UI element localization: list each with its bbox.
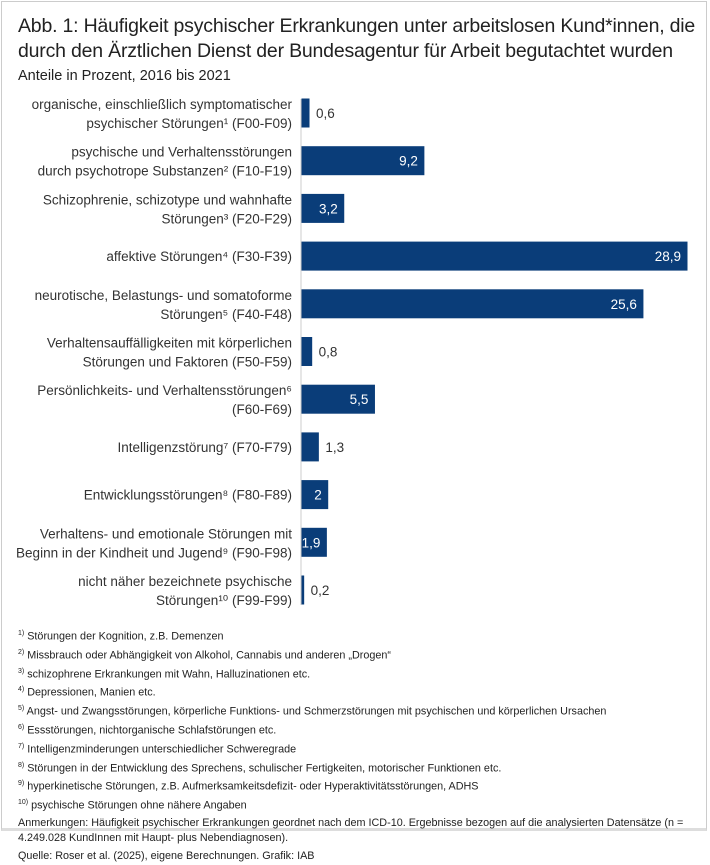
footnote: 10) psychische Störungen ohne nähere Ang… [18,795,703,814]
footnote: 9) hyperkinetische Störungen, z.B. Aufme… [18,776,703,795]
category-label: Störungen¹⁰ (F99-F99) [156,593,292,608]
value-label: 0,2 [311,583,330,598]
footnote-text: Angst- und Zwangsstörungen, körperliche … [26,705,607,718]
footnote-text: Störungen der Kognition, z.B. Demenzen [27,630,224,643]
bar [301,98,310,128]
footnote-text: schizophrene Erkrankungen mit Wahn, Hall… [27,668,311,681]
category-label: Störungen und Faktoren (F50-F59) [83,355,292,370]
category-label: Schizophrenie, schizotype und wahnhafte [43,192,292,207]
value-label: 1,9 [302,535,321,550]
bar-chart: 0,6 organische, einschließlich symptomati… [16,97,688,608]
bar [301,337,313,366]
bar [301,384,375,414]
source: Quelle: Roser et al. (2025), eigene Bere… [18,850,315,863]
category-label: Störungen³ (F20-F29) [161,211,292,226]
category-label: Störungen⁵ (F40-F48) [160,307,292,322]
footnote-text: hyperkinetische Störungen, z.B. Aufmerks… [27,780,479,793]
footnote: 5) Angst- und Zwangsstörungen, körperlic… [18,701,703,720]
footnote-text: Störungen in der Entwicklung des Spreche… [27,762,502,775]
footnote-text: psychische Störungen ohne nähere Angaben [31,799,247,812]
value-label: 2 [314,488,322,503]
footnote: 8) Störungen in der Entwicklung des Spre… [18,758,703,777]
footnote-mark: 4) [18,686,25,694]
chart-title: Abb. 1: Häufigkeit psychischer Erkrankun… [18,15,696,62]
footnote-text: Intelligenzminderungen unterschiedlicher… [27,743,297,756]
remarks: Anmerkungen: Häufigkeit psychischer Erkr… [18,816,684,845]
footnote: 1) Störungen der Kognition, z.B. Demenze… [18,626,703,645]
category-label: (F60-F69) [232,402,292,417]
chart-subtitle: Anteile in Prozent, 2016 bis 2021 [18,68,231,84]
value-label: 0,8 [319,345,338,360]
bar [301,193,345,223]
value-label: 5,5 [350,392,369,407]
footnotes: 1) Störungen der Kognition, z.B. Demenze… [18,626,703,865]
footnote: 4) Depressionen, Manien etc. [18,682,703,701]
category-label: nicht näher bezeichnete psychische [78,574,292,589]
category-label: Beginn in der Kindheit und Jugend⁹ (F90-… [16,545,292,560]
footnote-mark: 5) [18,705,25,713]
category-label: Verhaltensauffälligkeiten mit körperlich… [47,336,292,351]
category-label: Verhaltens- und emotionale Störungen mit [40,526,292,541]
footnote: 2) Missbrauch oder Abhängigkeit von Alko… [18,645,703,664]
figure-frame [1,1,707,831]
category-label: affektive Störungen⁴ (F30-F39) [106,249,292,264]
category-label: psychischer Störungen¹ (F00-F09) [86,116,292,131]
category-label: Intelligenzstörung⁷ (F70-F79) [118,440,292,455]
category-label: neurotische, Belastungs- und somatoforme [35,288,292,303]
footnote-mark: 2) [18,648,25,656]
footnote-text: Depressionen, Manien etc. [27,686,156,699]
category-label: Persönlichkeits- und Verhaltensstörungen… [37,383,292,398]
footnote: 3) schizophrene Erkrankungen mit Wahn, H… [18,664,703,683]
category-label: Entwicklungsstörungen⁸ (F80-F89) [84,488,292,503]
footnote-mark: 9) [18,780,25,788]
value-label: 0,6 [316,106,335,121]
value-label: 25,6 [611,297,637,312]
value-label: 9,2 [399,154,418,169]
category-label: organische, einschließlich symptomatisch… [32,97,293,112]
bar [301,146,425,176]
value-label: 3,2 [319,201,338,216]
footnote: 6) Essstörungen, nichtorganische Schlafs… [18,720,703,739]
bar [301,241,688,271]
footnote-mark: 8) [18,761,25,769]
bar [301,480,329,510]
footnote-mark: 6) [18,723,25,731]
value-label: 1,3 [325,440,344,455]
bar [301,432,319,462]
value-label: 28,9 [655,249,681,264]
category-label: psychische und Verhaltensstörungen [71,145,292,160]
footnote-text: Missbrauch oder Abhängigkeit von Alkohol… [27,649,391,662]
category-label: durch psychotrope Substanzen² (F10-F19) [38,164,292,179]
footnote-text: Essstörungen, nichtorganische Schlafstör… [27,724,277,737]
footnote-mark: 1) [18,630,25,637]
bar [301,527,327,557]
footnote-mark: 10) [18,799,29,807]
footnote-mark: 7) [18,742,25,750]
footnote-mark: 3) [18,667,25,675]
bar [301,575,305,605]
footnote: 7) Intelligenzminderungen unterschiedlic… [18,739,703,758]
bar [301,289,644,319]
